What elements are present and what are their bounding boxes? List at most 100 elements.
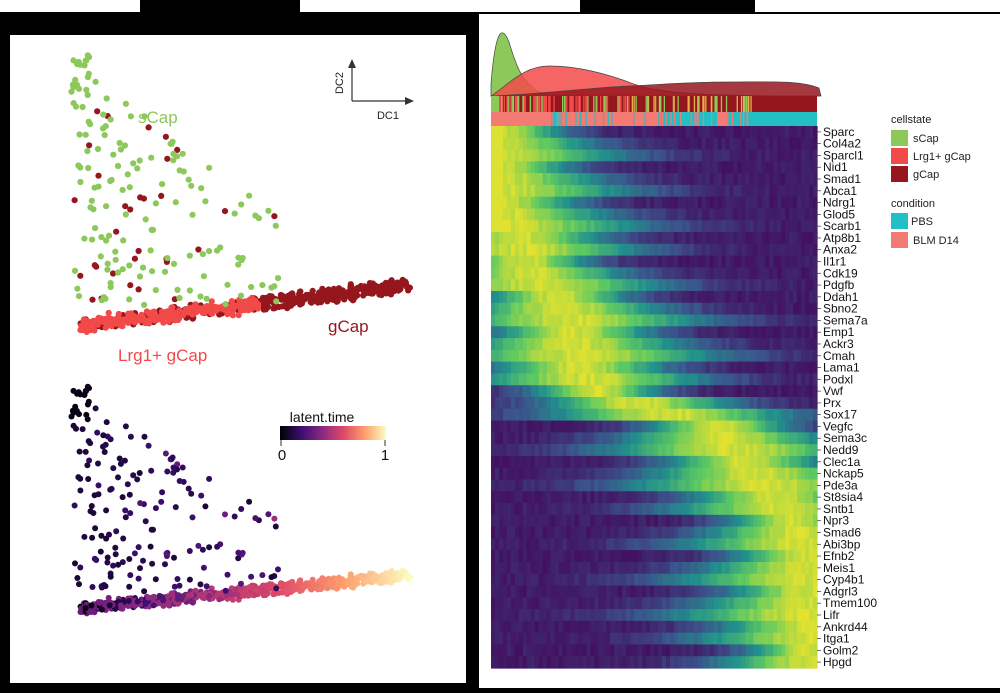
heatmap-cell xyxy=(769,314,774,327)
heatmap-cell xyxy=(717,196,723,210)
heatmap-cell xyxy=(749,420,754,433)
heatmap-cell xyxy=(546,232,552,245)
heatmap-cell xyxy=(761,208,766,221)
heatmap-cell xyxy=(554,420,560,433)
heatmap-cell xyxy=(681,302,687,316)
heatmap-cell xyxy=(550,338,556,351)
cell-point xyxy=(170,157,177,164)
heatmap-cell xyxy=(526,314,532,327)
heatmap-cell xyxy=(765,444,770,457)
heatmap-cell xyxy=(642,503,647,516)
heatmap-cell xyxy=(805,338,810,351)
heatmap-cell xyxy=(502,538,508,551)
heatmap-cell xyxy=(757,361,762,375)
heatmap-cell xyxy=(773,243,778,257)
heatmap-cell xyxy=(689,208,695,221)
heatmap-cell xyxy=(650,196,655,210)
heatmap-cell xyxy=(681,196,687,210)
latent-time-point xyxy=(150,602,157,609)
cell-point xyxy=(268,284,275,291)
heatmap-cell xyxy=(634,514,639,528)
heatmap-cell xyxy=(654,196,659,210)
heatmap-cell xyxy=(673,161,679,174)
heatmap-cell xyxy=(654,444,659,457)
heatmap-cell xyxy=(681,385,687,398)
heatmap-cell xyxy=(789,220,794,233)
heatmap-cell xyxy=(634,161,639,174)
heatmap-cell xyxy=(566,573,572,587)
heatmap-cell xyxy=(665,479,671,492)
heatmap-cell xyxy=(578,573,584,587)
heatmap-cell xyxy=(753,561,758,575)
heatmap-cell xyxy=(677,173,683,186)
heatmap-cell xyxy=(562,255,568,268)
heatmap-cell xyxy=(622,550,627,563)
heatmap-cell xyxy=(574,184,580,198)
heatmap-cell xyxy=(665,173,671,186)
heatmap-cell xyxy=(642,173,647,186)
heatmap-cell xyxy=(689,126,695,139)
heatmap-cell xyxy=(681,279,687,292)
heatmap-cell xyxy=(654,373,659,386)
heatmap-cell xyxy=(801,361,806,375)
heatmap-cell xyxy=(809,503,814,516)
heatmap-cell xyxy=(757,279,762,292)
heatmap-cell xyxy=(765,479,770,492)
heatmap-cell xyxy=(642,561,647,575)
heatmap-cell xyxy=(546,385,552,398)
heatmap-cell xyxy=(538,491,544,504)
heatmap-cell xyxy=(614,408,619,422)
heatmap-cell xyxy=(813,397,818,410)
heatmap-cell xyxy=(638,444,643,457)
heatmap-cell xyxy=(586,290,591,304)
heatmap-cell xyxy=(566,491,572,504)
heatmap-cell xyxy=(491,232,496,245)
heatmap-cell xyxy=(498,255,504,268)
heatmap-cell xyxy=(570,290,576,304)
latent-time-point xyxy=(388,579,394,586)
heatmap-cell xyxy=(693,267,699,280)
heatmap-cell xyxy=(494,479,500,492)
heatmap-cell xyxy=(657,550,663,563)
heatmap-cell xyxy=(566,314,572,327)
heatmap-cell xyxy=(630,467,635,481)
heatmap-cell xyxy=(661,326,667,339)
heatmap-cell xyxy=(574,302,580,316)
heatmap-cell xyxy=(753,373,758,386)
heatmap-cell xyxy=(650,455,655,469)
heatmap-cell xyxy=(705,314,711,327)
heatmap-cell xyxy=(614,314,619,327)
heatmap-cell xyxy=(618,455,623,469)
cell-point xyxy=(110,151,117,158)
heatmap-cell xyxy=(646,432,651,445)
heatmap-cell xyxy=(570,397,576,410)
heatmap-cell xyxy=(757,514,762,528)
heatmap-cell xyxy=(765,173,770,186)
heatmap-cell xyxy=(669,538,675,551)
heatmap-cell xyxy=(793,385,798,398)
heatmap-cell xyxy=(693,279,699,292)
heatmap-cell xyxy=(526,491,532,504)
heatmap-cell xyxy=(654,455,659,469)
heatmap-cell xyxy=(530,397,536,410)
heatmap-cell xyxy=(705,184,711,198)
heatmap-cell xyxy=(518,161,524,174)
heatmap-cell xyxy=(793,479,798,492)
heatmap-cell xyxy=(570,149,576,162)
heatmap-cell xyxy=(785,208,790,221)
heatmap-cell xyxy=(638,196,643,210)
latent-time-point xyxy=(101,582,107,588)
latent-time-tick-max: 1 xyxy=(381,447,389,464)
heatmap-cell xyxy=(650,479,655,492)
heatmap-cell xyxy=(562,149,568,162)
heatmap-cell xyxy=(801,432,806,445)
heatmap-cell xyxy=(773,514,778,528)
heatmap-cell xyxy=(526,361,532,375)
heatmap-cell xyxy=(789,432,794,445)
heatmap-cell xyxy=(689,444,695,457)
heatmap-cell xyxy=(685,184,691,198)
cell-point xyxy=(334,286,341,293)
latent-time-point xyxy=(189,514,196,521)
heatmap-cell xyxy=(689,455,695,469)
heatmap-cell xyxy=(789,161,794,174)
